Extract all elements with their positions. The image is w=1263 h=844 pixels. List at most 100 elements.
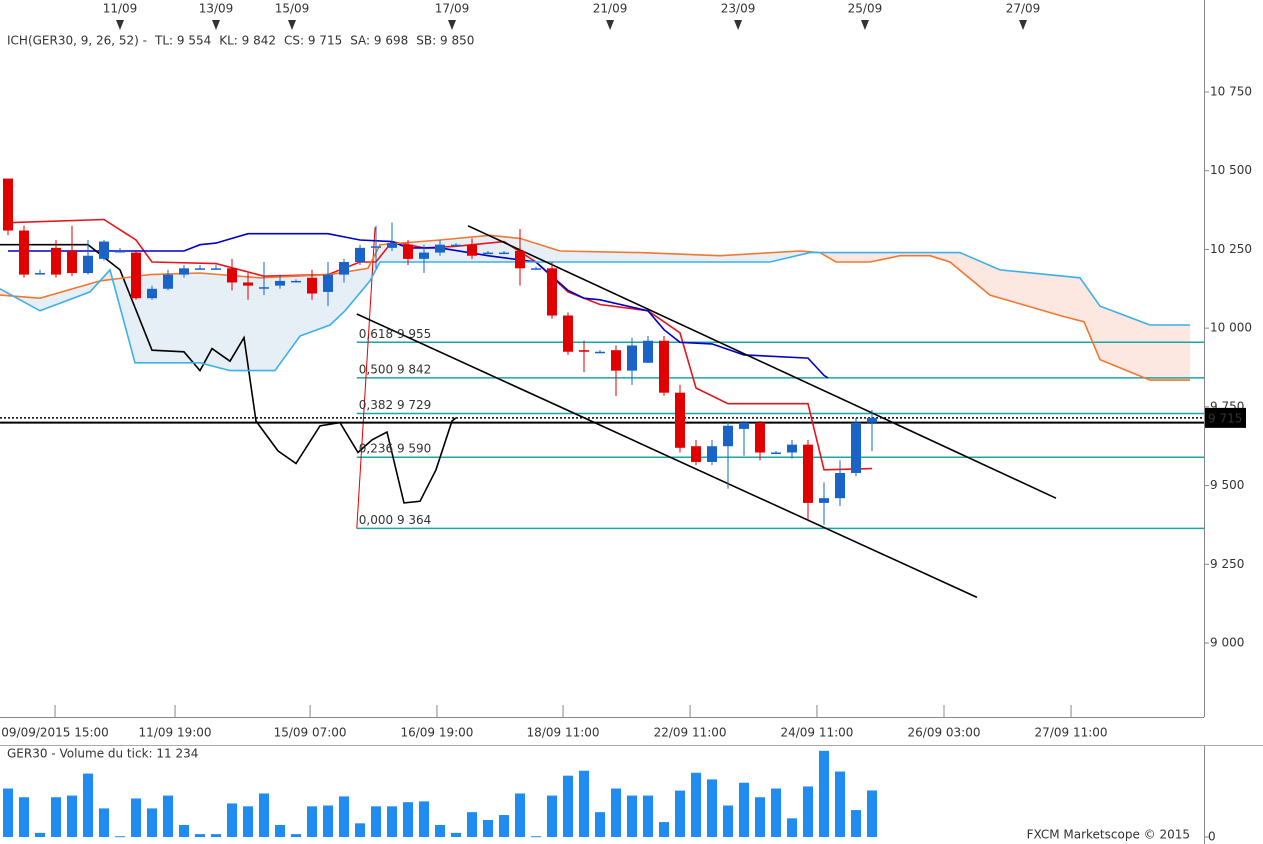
volume-bar <box>563 775 573 837</box>
cloud-fill <box>1025 272 1029 307</box>
cloud-fill <box>71 288 75 300</box>
cloud-fill <box>269 276 273 371</box>
cloud-fill <box>601 251 605 263</box>
cloud-fill <box>429 240 433 263</box>
cloud-fill <box>595 251 599 263</box>
cloud-fill <box>577 251 581 263</box>
cloud-fill <box>663 253 667 263</box>
candle-body <box>835 472 845 499</box>
cloud-fill <box>49 294 53 308</box>
cloud-fill <box>1055 275 1059 316</box>
cloud-fill <box>1179 324 1183 381</box>
cloud-fill <box>619 251 623 263</box>
cloud-fill <box>767 252 771 263</box>
cloud-fill <box>1185 324 1189 381</box>
cloud-fill <box>969 256 973 281</box>
cloud-fill <box>719 255 723 263</box>
volume-bar <box>547 795 557 837</box>
cloud-fill <box>681 253 685 263</box>
cloud-fill <box>1041 273 1045 312</box>
cloud-fill <box>561 250 565 263</box>
x-tick-label: 18/09 11:00 <box>527 726 600 740</box>
cloud-fill <box>211 273 215 367</box>
candle-body <box>819 498 829 503</box>
cloud-fill <box>1015 271 1019 304</box>
cloud-fill <box>729 254 733 263</box>
cloud-fill <box>159 273 163 364</box>
cloud-fill <box>1083 282 1087 327</box>
cloud-fill <box>275 276 279 371</box>
cloud-fill <box>51 293 55 307</box>
cloud-fill <box>739 254 743 263</box>
cloud-fill <box>1167 324 1171 381</box>
volume-bar <box>627 795 637 837</box>
cloud-fill <box>1007 270 1011 302</box>
cloud-fill <box>1031 272 1035 309</box>
cloud-fill <box>753 253 757 263</box>
cloud-fill <box>525 239 529 263</box>
fib-level-label: 0,000 9 364 <box>359 513 432 527</box>
volume-bar <box>675 790 685 837</box>
cloud-fill <box>353 270 357 301</box>
cloud-fill <box>289 276 293 351</box>
cloud-fill <box>571 250 575 263</box>
cloud-fill <box>723 255 727 263</box>
cloud-fill <box>53 293 57 306</box>
cloud-fill <box>1175 324 1179 381</box>
cloud-fill <box>461 237 465 263</box>
cloud-fill <box>837 252 841 263</box>
volume-bar <box>851 810 861 837</box>
cloud-fill <box>869 252 873 263</box>
cloud-fill <box>641 252 645 263</box>
cloud-fill <box>1129 317 1133 374</box>
cloud-fill <box>281 276 285 362</box>
volume-bar <box>83 773 93 837</box>
cloud-fill <box>155 274 159 364</box>
cloud-fill <box>489 234 493 263</box>
candle-body <box>355 247 365 263</box>
cloud-fill <box>345 271 349 311</box>
candle-body <box>291 280 301 283</box>
cloud-fill <box>533 242 537 263</box>
indicator-line <box>0 243 457 504</box>
x-tick-label: 11/09 19:00 <box>139 726 212 740</box>
cloud-fill <box>769 252 773 263</box>
cloud-fill <box>549 247 553 263</box>
cloud-fill <box>1103 307 1107 363</box>
candle-body <box>627 345 637 371</box>
indicator-line <box>8 232 829 379</box>
cloud-fill <box>1161 324 1165 381</box>
cloud-fill <box>157 274 161 364</box>
cloud-fill <box>347 271 351 308</box>
cloud-fill <box>669 253 673 263</box>
y-tick-label: 10 250 <box>1210 242 1252 256</box>
cloud-fill <box>175 273 179 364</box>
cloud-fill <box>731 254 735 263</box>
candle-body <box>435 244 445 253</box>
cloud-fill <box>1075 277 1079 321</box>
legend-item: CS: 9 715 <box>284 34 342 48</box>
cloud-fill <box>625 252 629 263</box>
volume-bar <box>115 836 125 838</box>
cloud-fill <box>1001 269 1005 300</box>
cloud-fill <box>1021 271 1025 306</box>
cloud-fill <box>239 275 243 371</box>
cloud-fill <box>745 253 749 263</box>
volume-bar <box>707 779 717 837</box>
volume-bar <box>243 806 253 837</box>
cloud-fill <box>997 268 1001 299</box>
cloud-fill <box>683 254 687 263</box>
cloud-fill <box>961 253 965 275</box>
cloud-fill <box>649 252 653 263</box>
fib-level-label: 0,236 9 590 <box>359 442 432 456</box>
cloud-fill <box>205 273 209 366</box>
candle-body <box>387 243 397 248</box>
cloud-fill <box>1099 305 1103 361</box>
cloud-fill <box>629 252 633 263</box>
cloud-fill <box>1163 324 1167 381</box>
y-tick-label: 9 000 <box>1210 636 1244 650</box>
cloud-fill <box>463 237 467 263</box>
cloud-fill <box>775 252 779 261</box>
candle-body <box>803 444 813 503</box>
cloud-fill <box>1187 324 1191 381</box>
